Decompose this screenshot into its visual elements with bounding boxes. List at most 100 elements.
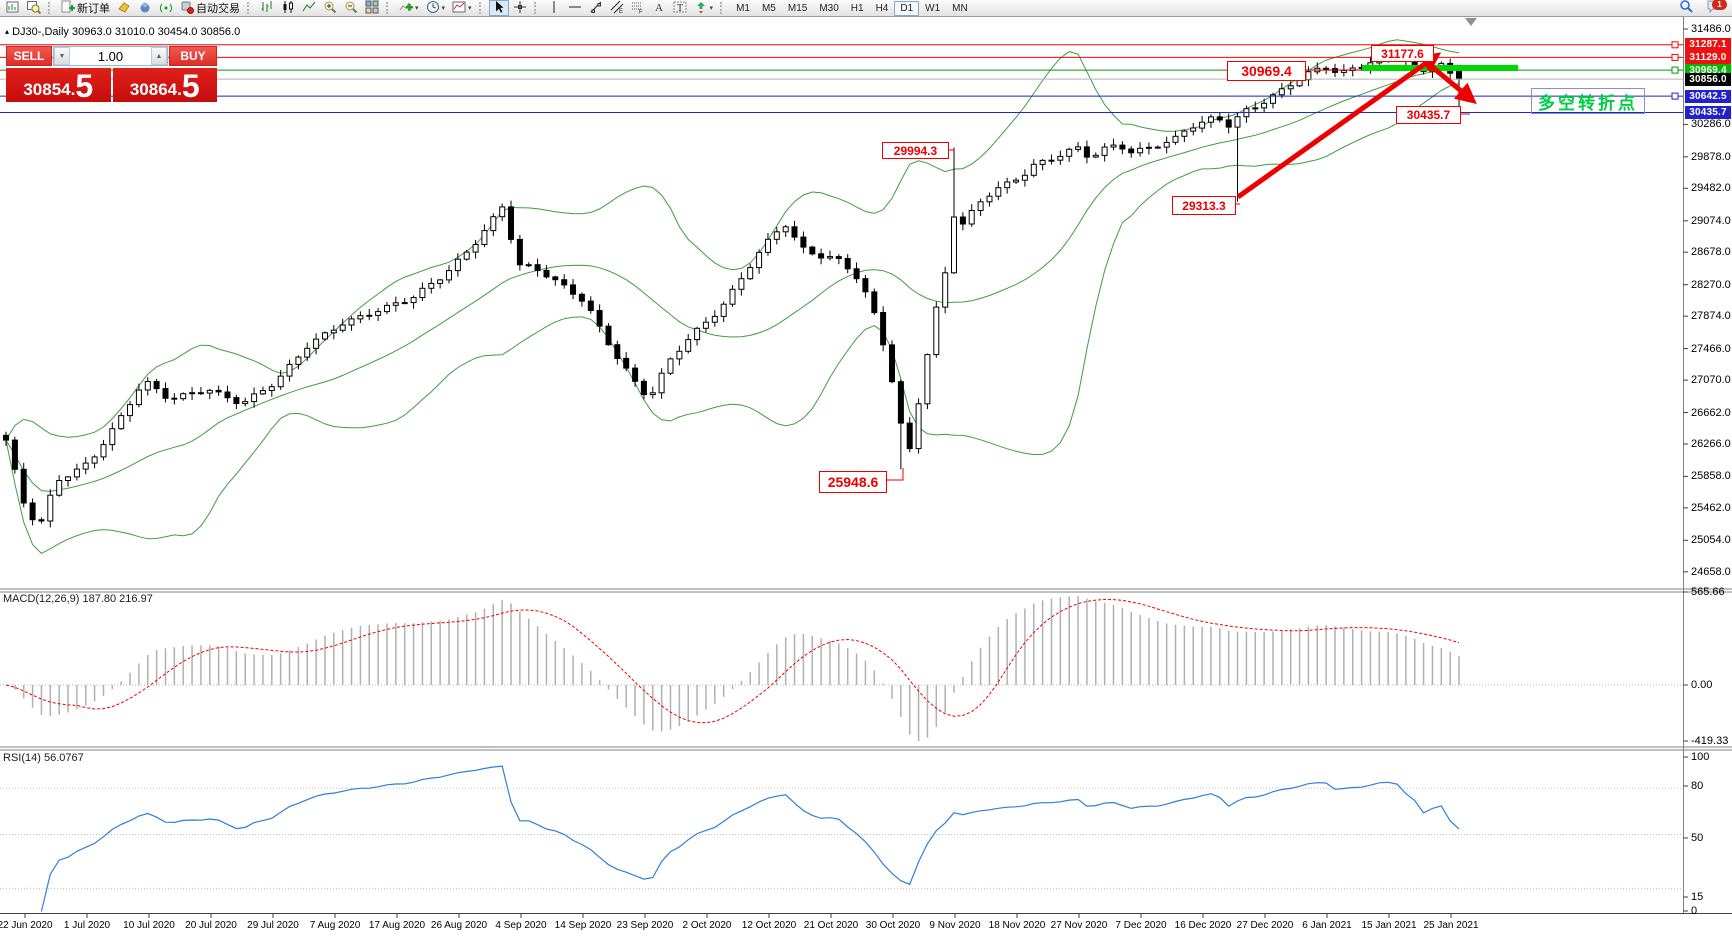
candle-body — [676, 350, 683, 360]
candle-body — [197, 392, 204, 395]
notifications-button[interactable]: 1 — [1703, 0, 1727, 16]
candle-body — [1154, 146, 1161, 149]
dropdown-caret: ▾ — [468, 4, 472, 12]
vertical-line-button[interactable] — [544, 0, 564, 16]
candle-body — [658, 372, 665, 394]
new-chart-button[interactable] — [3, 0, 23, 16]
signals-button[interactable] — [156, 0, 176, 16]
equidistant-channel-button[interactable]: E — [607, 0, 627, 16]
candle-body — [1323, 67, 1330, 70]
candle-body — [215, 389, 222, 393]
sell-button[interactable]: SELL — [6, 46, 52, 66]
candle-body — [322, 332, 328, 340]
candle-body — [623, 357, 630, 369]
cursor-button[interactable] — [488, 0, 509, 16]
candle-body — [286, 363, 293, 377]
candle-body — [1075, 146, 1082, 150]
horizontal-lines — [0, 41, 1683, 113]
line-view-icon — [302, 0, 316, 17]
trend-arrow-down[interactable] — [1417, 54, 1477, 105]
arrows-icon — [694, 0, 708, 17]
volume-increase-button[interactable]: ▲ — [151, 47, 167, 65]
sell-price-main: 30854. — [23, 80, 76, 100]
trend-arrow-up[interactable] — [1236, 52, 1442, 200]
timeframe-button-d1[interactable]: D1 — [894, 0, 920, 16]
metaeditor-icon — [117, 0, 131, 17]
candle-body — [1163, 141, 1170, 148]
metaeditor-button[interactable] — [114, 0, 134, 16]
line-anchor-marker[interactable] — [1671, 66, 1679, 74]
text-button[interactable]: A — [649, 0, 669, 16]
timeframe-button-m5[interactable]: M5 — [761, 2, 776, 14]
candle-body — [818, 253, 825, 259]
autotrading-label: 自动交易 — [196, 3, 240, 15]
arrows-button[interactable]: ▾ — [691, 0, 717, 16]
trendline-button[interactable] — [586, 0, 606, 16]
candle-body — [782, 226, 789, 233]
candle-body — [773, 231, 780, 240]
timeframe-button-mn[interactable]: MN — [952, 2, 968, 14]
line-anchor-marker[interactable] — [1671, 92, 1679, 100]
toolbar-right-group: 1 — [1676, 0, 1729, 16]
indicators-icon — [399, 0, 413, 17]
pivot-highlight-bar[interactable] — [1362, 65, 1518, 71]
crosshair-button[interactable] — [510, 0, 530, 16]
fibonacci-button[interactable]: F — [628, 0, 648, 16]
candle-body — [827, 256, 833, 259]
periods-button[interactable]: ▾ — [423, 0, 449, 16]
line-view-button[interactable] — [299, 0, 319, 16]
templates-button[interactable]: ▾ — [449, 0, 475, 16]
candle-body — [1411, 60, 1418, 65]
candle-body — [614, 344, 621, 360]
chart-shift-marker[interactable] — [1465, 18, 1477, 26]
autotrading-button[interactable]: 自动交易 — [177, 0, 243, 16]
volume-value[interactable]: 1.00 — [97, 48, 124, 64]
candle-body — [1066, 148, 1073, 157]
timeframe-button-h4[interactable]: H4 — [875, 2, 889, 14]
toolbar-separator — [386, 2, 392, 14]
tile-windows-button[interactable] — [362, 0, 382, 16]
line-anchor-marker[interactable] — [1671, 53, 1679, 61]
zoom-in-button[interactable] — [320, 0, 340, 16]
timeframe-button-h1[interactable]: H1 — [850, 2, 864, 14]
candle-body — [65, 476, 71, 481]
candle-body — [472, 244, 479, 253]
candle-body — [259, 390, 266, 395]
timeframe-button-m1[interactable]: M1 — [736, 2, 750, 14]
search-button[interactable] — [1676, 0, 1697, 16]
equidistant-channel-icon: E — [610, 0, 624, 17]
candle-body — [977, 201, 984, 212]
ohlc-toggle-icon[interactable]: ▴ — [5, 27, 10, 36]
candle-body — [729, 288, 736, 305]
timeframe-button-m30[interactable]: M30 — [819, 2, 839, 14]
volume-decrease-button[interactable]: ▼ — [54, 47, 70, 65]
candle-body — [11, 439, 18, 470]
indicators-button[interactable]: ▾ — [396, 0, 422, 16]
candle-body — [1199, 121, 1206, 129]
timeframe-button-w1[interactable]: W1 — [925, 2, 941, 14]
toolbar-separator — [478, 2, 485, 14]
horizontal-line-button[interactable] — [565, 0, 585, 16]
profiles-button[interactable] — [24, 0, 44, 16]
text-label-button[interactable]: T — [670, 0, 690, 16]
candles-view-button[interactable] — [278, 0, 298, 16]
new-order-button[interactable]: 新订单 — [58, 0, 113, 16]
sell-price-display[interactable]: 30854. 5 — [6, 68, 111, 102]
sell-price-pip: 5 — [75, 68, 94, 105]
candle-body — [499, 206, 506, 218]
bollinger-lower-band — [5, 83, 1460, 555]
candle-body — [171, 397, 178, 400]
candle-body — [91, 456, 98, 464]
candle-body — [392, 302, 399, 306]
buy-button[interactable]: BUY — [169, 46, 217, 66]
candle-body — [720, 303, 727, 317]
bars-view-button[interactable] — [257, 0, 277, 16]
line-anchor-marker[interactable] — [1671, 41, 1679, 49]
buy-price-display[interactable]: 30864. 5 — [112, 68, 217, 102]
timeframe-button-m15[interactable]: M15 — [787, 2, 808, 14]
zoom-out-button[interactable] — [341, 0, 361, 16]
macd-signal-line — [5, 598, 1460, 724]
candle-body — [1261, 102, 1268, 109]
mql5-community-button[interactable] — [135, 0, 155, 16]
